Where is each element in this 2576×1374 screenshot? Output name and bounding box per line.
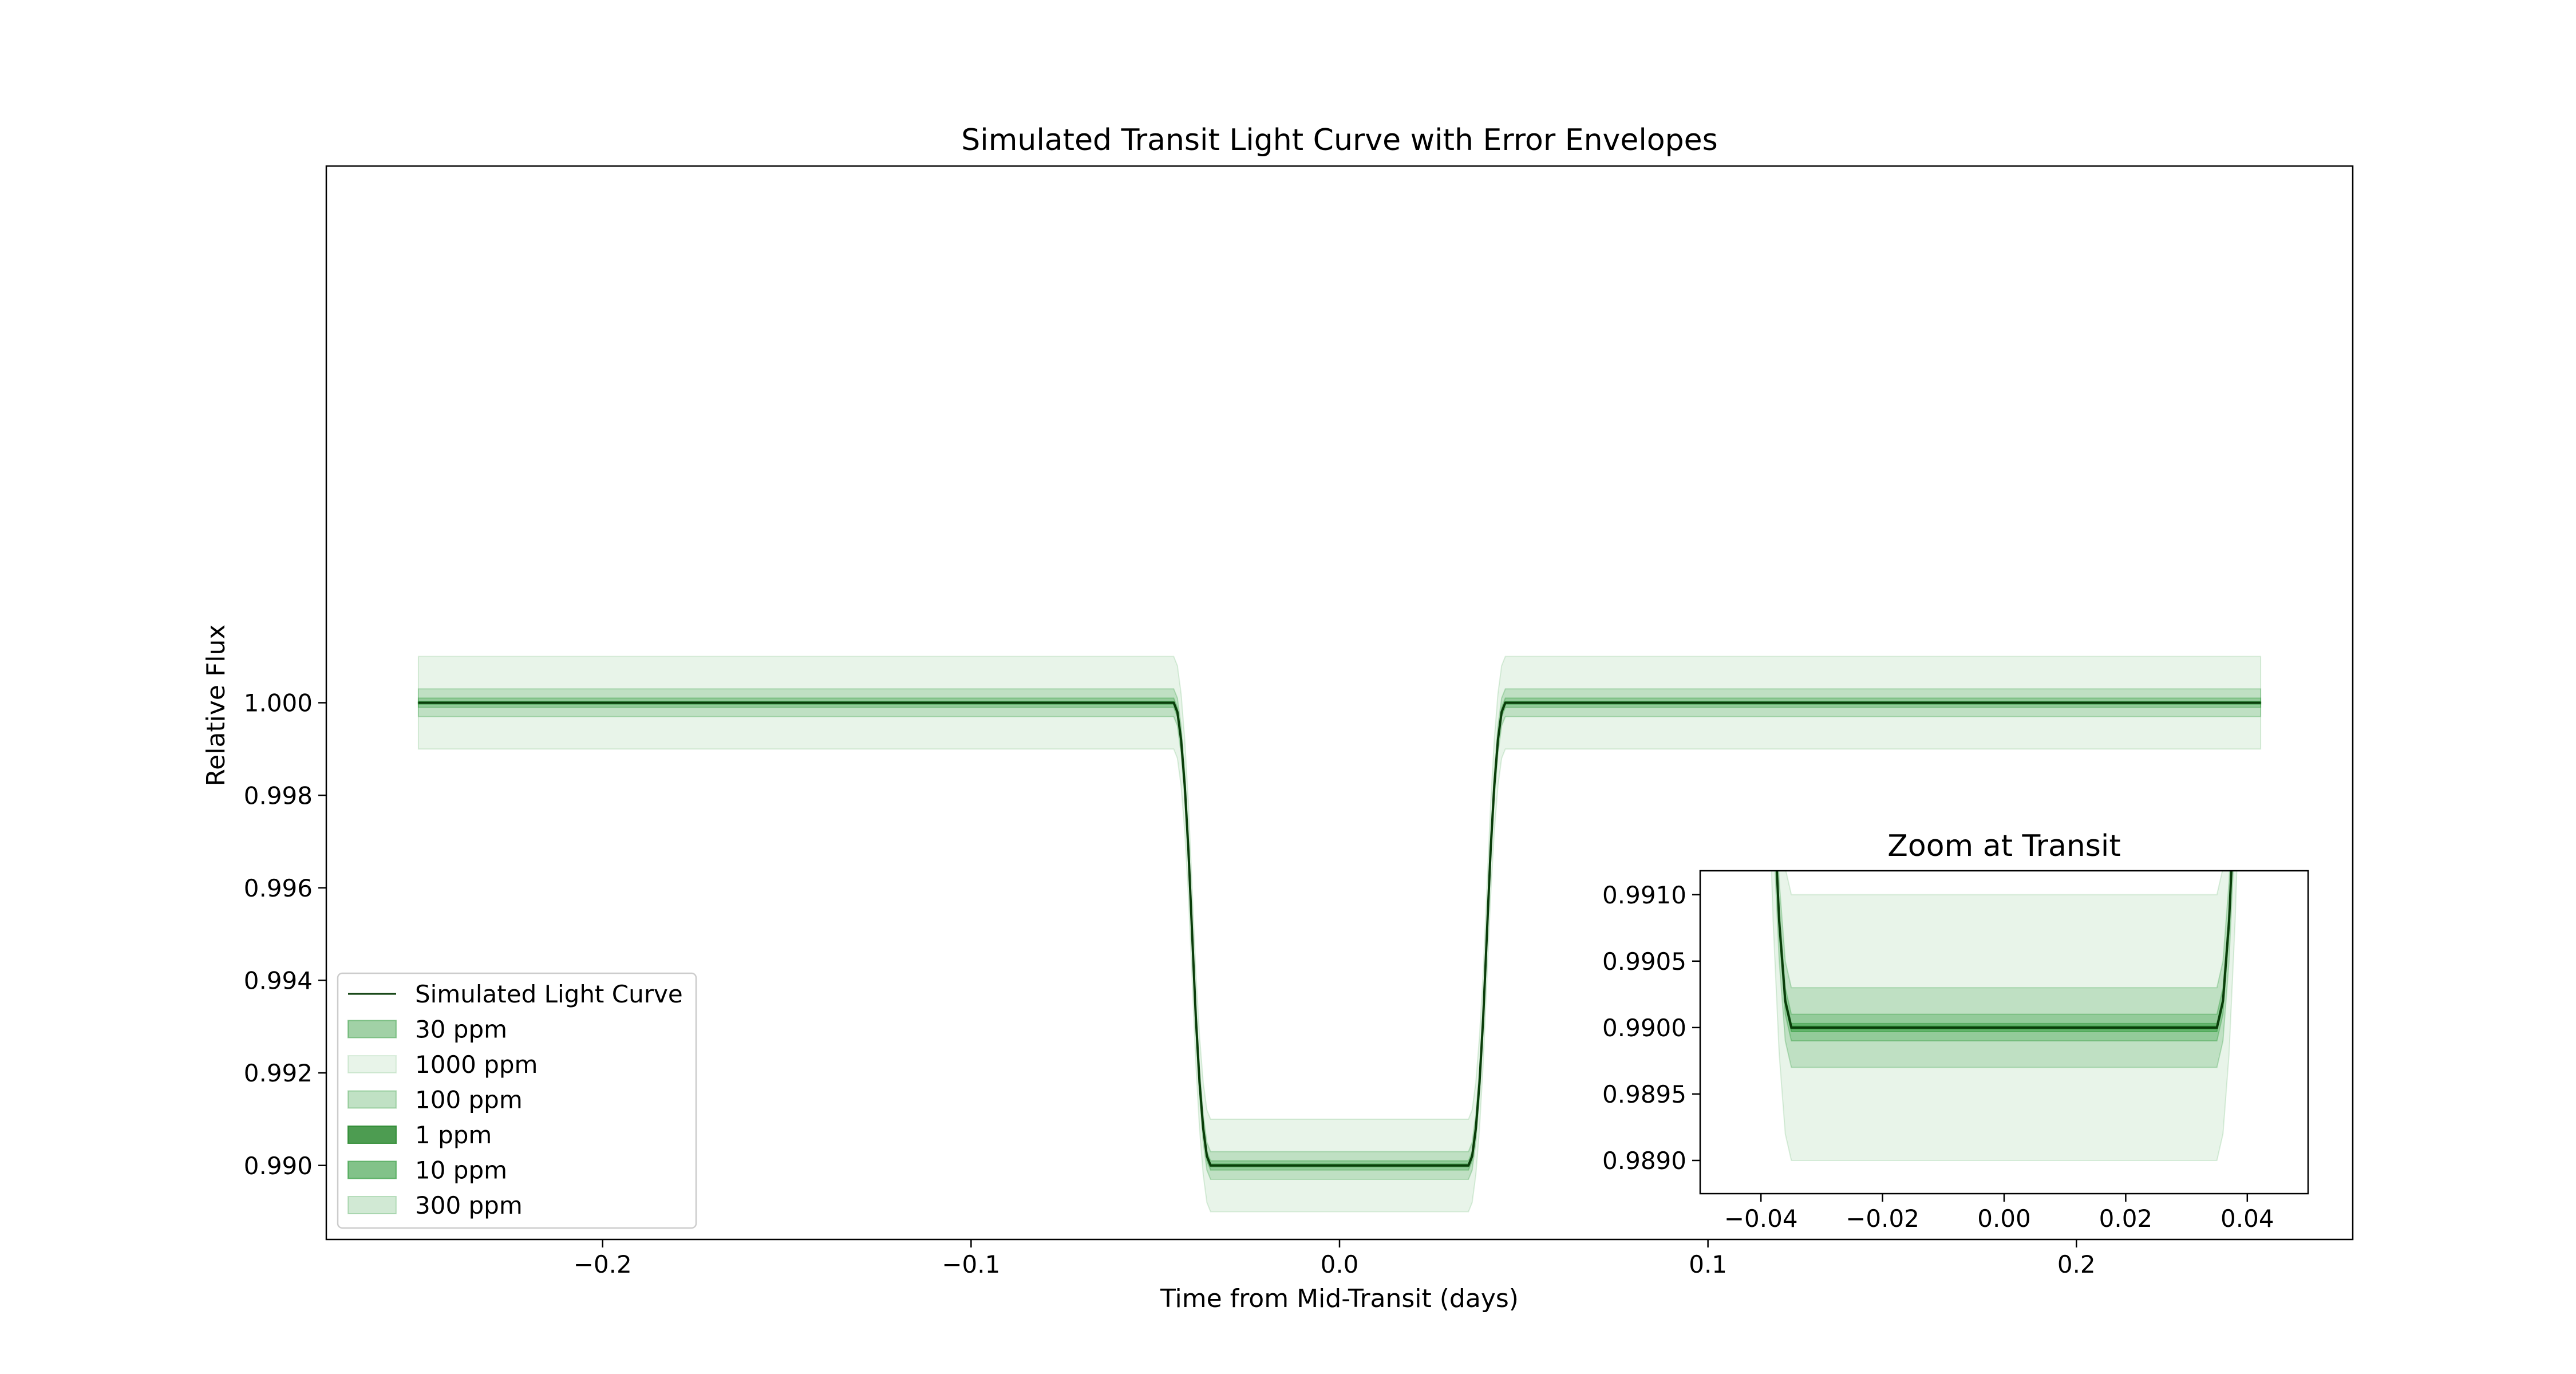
main-chart-title: Simulated Transit Light Curve with Error… <box>961 123 1717 157</box>
inset-y-tick-label: 0.9910 <box>1602 881 1686 909</box>
inset-x-tick-label: 0.04 <box>2221 1205 2274 1233</box>
main-y-tick-label: 0.998 <box>244 781 313 810</box>
main-y-tick-label: 0.992 <box>244 1059 313 1087</box>
inset-x-tick-label: −0.02 <box>1846 1205 1919 1233</box>
main-x-tick-label: 0.1 <box>1689 1250 1727 1278</box>
legend-swatch-1000ppm <box>347 1055 397 1073</box>
main-plot-area: −0.2 −0.1 0.0 0.1 0.2 0.990 0.992 0.994 0.996 0.9… <box>244 165 2354 1278</box>
legend-swatch-1ppm <box>347 1126 397 1144</box>
inset-data-layer <box>1771 871 2238 1161</box>
inset-plot-area: −0.04 −0.02 0.00 0.02 0.04 0.9890 0.9895 0.9900… <box>1602 870 2309 1233</box>
legend-entry-label: 100 ppm <box>415 1086 523 1114</box>
legend-swatch-10ppm <box>347 1160 397 1179</box>
inset-envelope-300ppm <box>1774 871 2234 1068</box>
inset-background <box>1700 871 2308 1194</box>
main-x-tick-label: −0.2 <box>574 1250 632 1278</box>
inset-y-tick-label: 0.9895 <box>1602 1080 1686 1108</box>
main-y-axis-label: Relative Flux <box>202 625 231 787</box>
legend-swatch-30ppm <box>347 1020 397 1039</box>
inset-x-tick-label: −0.04 <box>1724 1205 1798 1233</box>
inset-chart-title: Zoom at Transit <box>1887 829 2120 863</box>
inset-x-tick-label: 0.02 <box>2099 1205 2153 1233</box>
inset-y-tick-label: 0.9905 <box>1602 947 1686 976</box>
legend-swatch-300ppm <box>347 1196 397 1214</box>
legend-entry-label: 10 ppm <box>415 1156 507 1185</box>
main-y-tick-label: 0.996 <box>244 874 313 902</box>
inset-light-curve-line <box>1776 871 2233 1029</box>
main-envelope-1000ppm <box>417 656 2262 1213</box>
legend-box <box>337 972 697 1229</box>
main-x-tick-label: 0.0 <box>1321 1250 1359 1278</box>
main-y-tick-label: 0.990 <box>244 1152 313 1180</box>
main-x-tick-label: 0.2 <box>2057 1250 2096 1278</box>
legend-entry-label: 30 ppm <box>415 1016 507 1044</box>
main-y-tick-label: 1.000 <box>244 689 313 717</box>
inset-envelope-1000ppm <box>1771 871 2238 1161</box>
legend: Simulated Light Curve 30 ppm 1000 ppm 100 p… <box>337 972 697 1229</box>
inset-y-tick-label: 0.9900 <box>1602 1014 1686 1042</box>
legend-entry-label: 300 ppm <box>415 1191 523 1219</box>
main-data-layer <box>417 656 2262 1213</box>
main-x-axis-label: Time from Mid-Transit (days) <box>1160 1284 1519 1313</box>
inset-y-tick-label: 0.9890 <box>1602 1147 1686 1175</box>
legend-swatch-100ppm <box>347 1090 397 1109</box>
main-y-tick-label: 0.994 <box>244 967 313 995</box>
main-x-tick-label: −0.1 <box>942 1250 1000 1278</box>
inset-x-tick-label: 0.00 <box>1977 1205 2031 1233</box>
legend-entry-label: Simulated Light Curve <box>415 980 683 1008</box>
legend-entry-label: 1 ppm <box>415 1121 492 1149</box>
legend-entry-label: 1000 ppm <box>415 1051 538 1079</box>
main-light-curve-line <box>418 701 2261 1167</box>
